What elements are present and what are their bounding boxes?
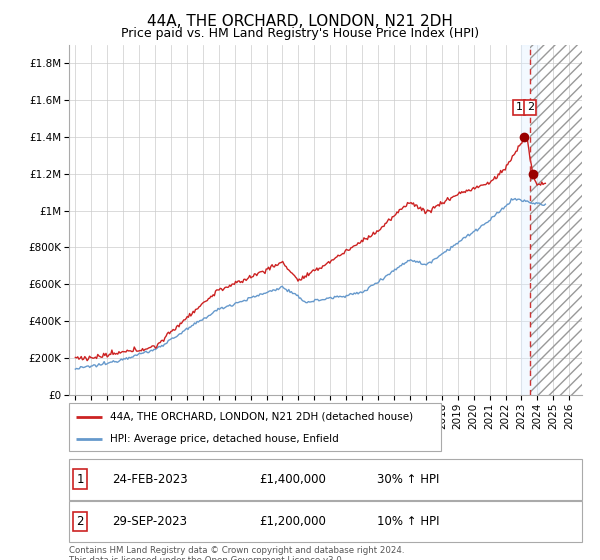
- Text: £1,400,000: £1,400,000: [259, 473, 326, 486]
- FancyBboxPatch shape: [69, 501, 582, 542]
- FancyBboxPatch shape: [69, 403, 441, 451]
- Text: Price paid vs. HM Land Registry's House Price Index (HPI): Price paid vs. HM Land Registry's House …: [121, 27, 479, 40]
- Text: 29-SEP-2023: 29-SEP-2023: [113, 515, 188, 528]
- Text: 44A, THE ORCHARD, LONDON, N21 2DH: 44A, THE ORCHARD, LONDON, N21 2DH: [147, 14, 453, 29]
- Text: 2: 2: [527, 102, 534, 113]
- Text: 24-FEB-2023: 24-FEB-2023: [113, 473, 188, 486]
- Text: HPI: Average price, detached house, Enfield: HPI: Average price, detached house, Enfi…: [110, 434, 338, 444]
- Text: 44A, THE ORCHARD, LONDON, N21 2DH (detached house): 44A, THE ORCHARD, LONDON, N21 2DH (detac…: [110, 412, 413, 422]
- Text: Contains HM Land Registry data © Crown copyright and database right 2024.
This d: Contains HM Land Registry data © Crown c…: [69, 546, 404, 560]
- Bar: [521, 45, 539, 395]
- Text: 2: 2: [77, 515, 84, 528]
- Text: £1,200,000: £1,200,000: [259, 515, 326, 528]
- Text: 1: 1: [515, 102, 523, 113]
- Text: 30% ↑ HPI: 30% ↑ HPI: [377, 473, 439, 486]
- Bar: [530, 45, 582, 395]
- Text: 1: 1: [77, 473, 84, 486]
- FancyBboxPatch shape: [69, 459, 582, 500]
- Text: 10% ↑ HPI: 10% ↑ HPI: [377, 515, 439, 528]
